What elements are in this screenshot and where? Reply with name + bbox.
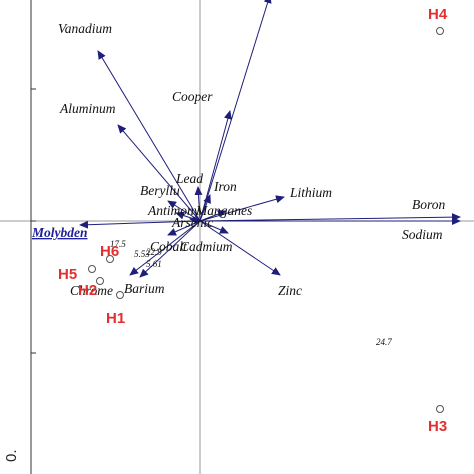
variable-label-barium: Barium: [124, 281, 165, 296]
arrow-molybden: [79, 220, 201, 229]
site-point-h3: [436, 405, 444, 413]
variable-label-manganes: Manganes: [195, 203, 252, 218]
site-label-h6: H6: [100, 243, 119, 260]
arrow-aluminum: [117, 124, 201, 222]
variable-label-sodium: Sodium: [402, 227, 443, 242]
site-point-h5: [88, 265, 96, 273]
site-label-h2: H2: [78, 282, 97, 299]
value-marker-5-61: 5.61: [146, 259, 162, 269]
site-label-h1: H1: [106, 310, 125, 327]
variable-label-chrome: Chrome: [70, 283, 113, 298]
arrow-chrome: [129, 220, 201, 276]
variable-label-antimony: Antimony: [147, 203, 200, 218]
variable-label-vanadium: Vanadium: [58, 21, 112, 36]
arrow-barium: [139, 220, 201, 278]
arrow-boron: [199, 213, 461, 222]
variable-label-beryllium: Beryllu: [140, 183, 180, 198]
site-point-h4: [436, 27, 444, 35]
site-label-h4: H4: [428, 6, 448, 23]
variable-label-lithium: Lithium: [289, 185, 332, 200]
arrow-cobalt: [167, 220, 201, 236]
variable-label-molybden: Molybden: [31, 225, 88, 240]
arrow-zinc: [199, 220, 281, 276]
site-point-h6: [106, 255, 114, 263]
variable-label-zinc: Zinc: [278, 283, 302, 298]
arrow-manganes: [199, 210, 227, 222]
site-point-h1: [116, 291, 124, 299]
value-marker-24-7: 24.7: [376, 337, 392, 347]
arrow-lead: [194, 186, 203, 222]
variable-label-lead: Lead: [175, 171, 203, 186]
arrow-lithium: [199, 195, 285, 222]
site-point-h2: [96, 277, 104, 285]
site-label-h3: H3: [428, 418, 447, 435]
arrow-vanadium: [97, 50, 201, 222]
arrow-offscreen: [199, 0, 272, 222]
value-marker-5-53: 5.53: [134, 249, 150, 259]
variable-label-cobalt: Cobalt: [150, 239, 188, 254]
variable-label-arsenic: Arsenic: [171, 215, 213, 230]
value-marker-22-9: 22.9: [146, 247, 162, 257]
variable-label-cadmium: Cadmium: [180, 239, 233, 254]
arrow-cadmium: [199, 220, 229, 234]
variable-label-aluminum: Aluminum: [59, 101, 116, 116]
value-marker-17-5: 17.5: [110, 239, 126, 249]
variable-label-boron: Boron: [412, 197, 445, 212]
variable-label-cooper: Cooper: [172, 89, 213, 104]
y-axis-tick-label: 0.: [3, 449, 20, 462]
site-label-h5: H5: [58, 266, 77, 283]
variable-label-iron: Iron: [213, 179, 237, 194]
